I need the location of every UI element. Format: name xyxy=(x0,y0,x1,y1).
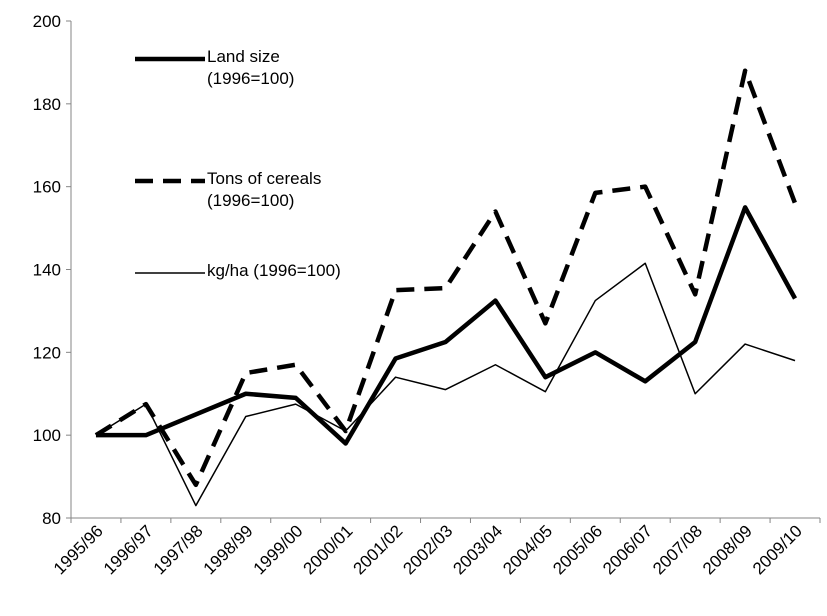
x-tick-label: 2004/05 xyxy=(499,521,556,578)
series-line xyxy=(95,262,796,507)
legend-label: Land size (1996=100) xyxy=(207,47,295,88)
x-tick-label: 1999/00 xyxy=(250,521,307,578)
y-tick-label: 100 xyxy=(33,426,61,445)
x-tick-label: 2002/03 xyxy=(399,521,456,578)
y-tick-label: 140 xyxy=(33,261,61,280)
x-tick-label: 2006/07 xyxy=(599,521,656,578)
x-tick-label: 2008/09 xyxy=(699,521,756,578)
y-tick-label: 120 xyxy=(33,343,61,362)
x-tick-label: 2007/08 xyxy=(649,521,706,578)
y-tick-label: 160 xyxy=(33,178,61,197)
x-tick-label: 1995/96 xyxy=(50,521,107,578)
series-line xyxy=(95,205,798,446)
x-tick-label: 2003/04 xyxy=(449,521,506,578)
x-tick-label: 2005/06 xyxy=(549,521,606,578)
y-tick-label: 200 xyxy=(33,12,61,31)
x-tick-label: 1996/97 xyxy=(100,521,157,578)
series-line xyxy=(94,68,798,488)
y-tick-label: 180 xyxy=(33,95,61,114)
legend-label: Tons of cereals (1996=100) xyxy=(207,169,322,210)
x-tick-label: 2000/01 xyxy=(300,521,357,578)
legend-label: kg/ha (1996=100) xyxy=(207,261,341,280)
x-tick-label: 1998/99 xyxy=(200,521,257,578)
x-tick-label: 2001/02 xyxy=(350,521,407,578)
x-tick-label: 2009/10 xyxy=(749,521,806,578)
x-tick-label: 1997/98 xyxy=(150,521,207,578)
y-tick-label: 80 xyxy=(42,509,61,528)
